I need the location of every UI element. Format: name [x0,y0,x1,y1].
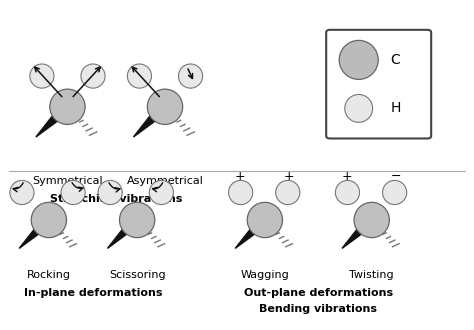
Text: In-plane deformations: In-plane deformations [24,288,162,298]
Polygon shape [36,104,73,137]
Text: Scissoring: Scissoring [109,270,165,280]
Ellipse shape [383,181,407,205]
Ellipse shape [354,202,389,238]
Ellipse shape [149,181,173,205]
Text: Rocking: Rocking [27,270,71,280]
Polygon shape [342,217,377,248]
Ellipse shape [247,202,283,238]
Text: −: − [390,170,401,183]
Ellipse shape [179,64,202,88]
Ellipse shape [30,64,54,88]
Text: +: + [234,170,245,183]
Text: Wagging: Wagging [240,270,289,280]
Polygon shape [19,217,54,248]
Polygon shape [108,217,142,248]
Polygon shape [133,104,171,137]
Text: Symmetrical: Symmetrical [32,176,103,186]
Ellipse shape [98,181,122,205]
Text: Bending vibrations: Bending vibrations [259,304,377,314]
Ellipse shape [10,181,34,205]
Ellipse shape [147,89,182,124]
Text: +: + [283,170,294,183]
Ellipse shape [228,181,253,205]
Ellipse shape [61,181,85,205]
Text: Stretching vibrations: Stretching vibrations [50,194,182,204]
Ellipse shape [50,89,85,124]
Polygon shape [235,217,270,248]
Ellipse shape [81,64,105,88]
Text: Out-plane deformations: Out-plane deformations [244,288,393,298]
Ellipse shape [276,181,300,205]
Ellipse shape [345,94,373,122]
Ellipse shape [31,202,66,238]
FancyBboxPatch shape [326,30,431,139]
Ellipse shape [119,202,155,238]
Text: Twisting: Twisting [349,270,394,280]
Ellipse shape [336,181,360,205]
Ellipse shape [128,64,152,88]
Text: C: C [390,53,400,67]
Ellipse shape [339,40,378,80]
Text: Asymmetrical: Asymmetrical [127,176,203,186]
Text: +: + [341,170,352,183]
Text: H: H [390,101,401,116]
